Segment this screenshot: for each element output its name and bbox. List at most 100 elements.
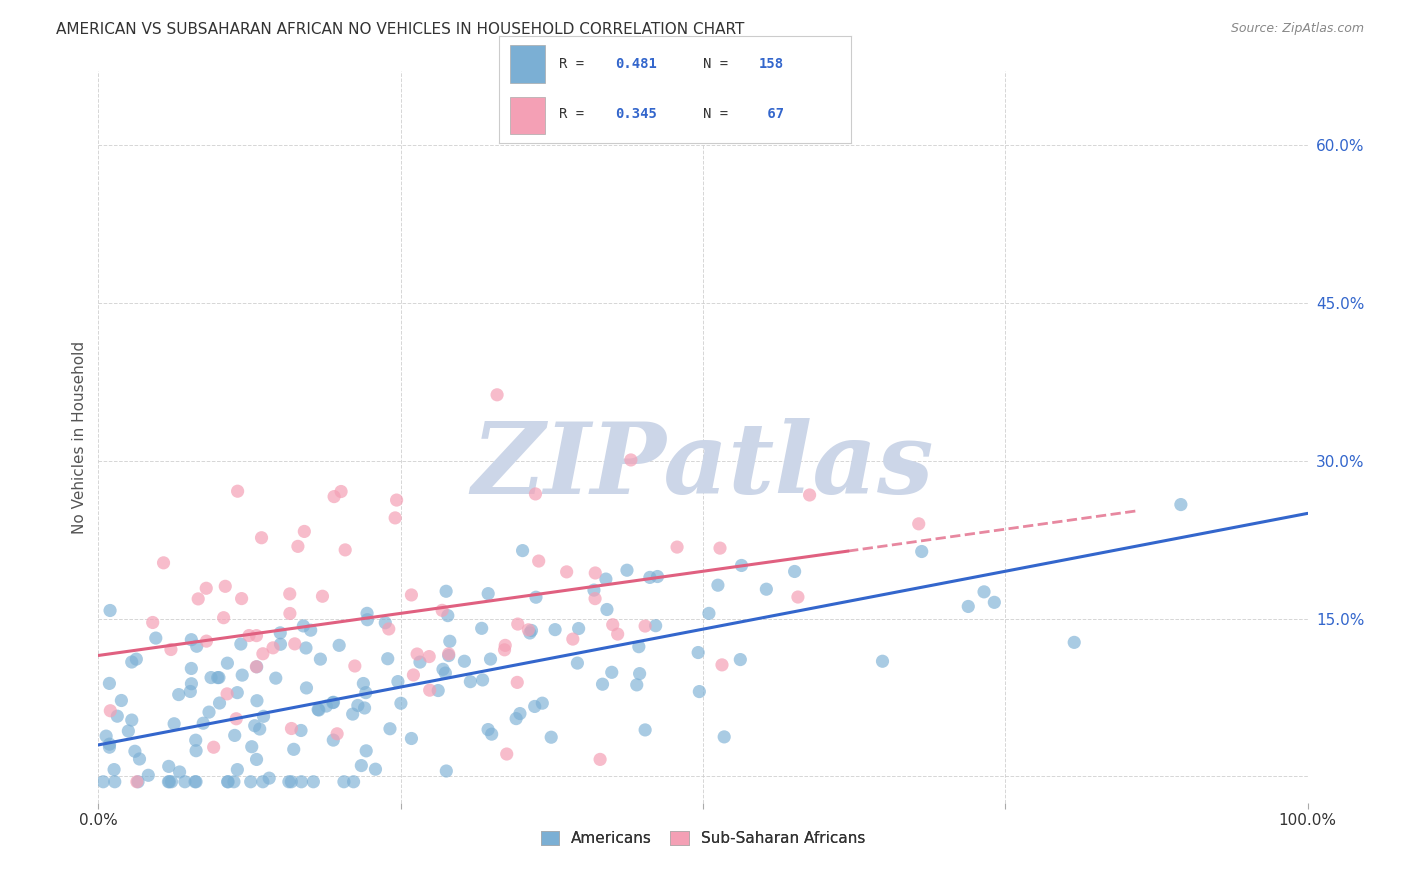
Point — [531, 696, 554, 710]
Point — [434, 584, 457, 599]
Point — [688, 684, 710, 698]
Point — [436, 608, 458, 623]
Point — [524, 591, 547, 605]
Point — [343, 659, 366, 673]
Point — [217, 774, 239, 789]
Point — [506, 675, 529, 690]
Point — [477, 723, 499, 737]
Point — [583, 591, 606, 606]
Point — [711, 657, 734, 672]
Point — [342, 707, 364, 722]
Point — [249, 722, 271, 736]
Point — [957, 599, 980, 614]
Point — [872, 654, 894, 668]
Point — [198, 705, 221, 719]
Point — [243, 719, 266, 733]
Point — [240, 739, 263, 754]
Point — [145, 631, 167, 645]
Point — [378, 722, 401, 736]
Point — [292, 524, 315, 539]
Text: AMERICAN VS SUBSAHARAN AFRICAN NO VEHICLES IN HOUSEHOLD CORRELATION CHART: AMERICAN VS SUBSAHARAN AFRICAN NO VEHICL… — [56, 22, 745, 37]
Point — [333, 774, 356, 789]
Point — [409, 655, 432, 669]
Point — [477, 586, 499, 600]
Point — [208, 696, 231, 710]
Point — [1170, 498, 1192, 512]
Point — [186, 640, 208, 654]
Point — [634, 619, 657, 633]
Point — [195, 581, 218, 595]
Point — [494, 642, 516, 657]
Point — [128, 752, 150, 766]
Point — [471, 621, 494, 635]
Point — [378, 622, 401, 636]
Point — [125, 774, 148, 789]
Point — [787, 590, 810, 604]
Point — [184, 733, 207, 747]
Point — [330, 484, 353, 499]
Point — [262, 640, 284, 655]
Point — [505, 712, 527, 726]
Point — [419, 683, 441, 698]
Point — [231, 591, 253, 606]
Point — [527, 554, 550, 568]
Point — [322, 733, 344, 747]
Point — [195, 634, 218, 648]
Point — [347, 698, 370, 713]
Point — [217, 774, 239, 789]
Point — [290, 774, 312, 789]
Point — [520, 624, 543, 638]
Point — [589, 752, 612, 766]
Point — [160, 774, 183, 789]
Point — [224, 728, 246, 742]
Point — [252, 774, 274, 789]
Point — [568, 622, 591, 636]
Point — [730, 558, 752, 573]
Point — [309, 652, 332, 666]
Point — [644, 618, 666, 632]
Point — [799, 488, 821, 502]
Point — [432, 662, 454, 676]
Point — [638, 570, 661, 584]
Point — [245, 752, 267, 766]
Point — [157, 774, 180, 789]
Point — [730, 652, 752, 666]
Point — [322, 695, 344, 709]
Point — [121, 713, 143, 727]
Point — [245, 629, 267, 643]
Point — [353, 701, 375, 715]
Point — [290, 723, 312, 738]
Point — [157, 774, 180, 789]
Point — [167, 688, 190, 702]
Point — [217, 687, 239, 701]
Point — [430, 603, 453, 617]
Point — [98, 737, 121, 751]
Point — [169, 764, 191, 779]
Point — [184, 774, 207, 789]
Point — [307, 702, 329, 716]
Point — [973, 585, 995, 599]
Point — [302, 774, 325, 789]
Point — [117, 724, 139, 739]
Point — [207, 671, 229, 685]
Point — [184, 774, 207, 789]
Point — [287, 540, 309, 554]
Point — [94, 729, 117, 743]
Text: Source: ZipAtlas.com: Source: ZipAtlas.com — [1230, 22, 1364, 36]
Point — [284, 637, 307, 651]
Point — [239, 774, 262, 789]
Point — [364, 762, 387, 776]
Point — [911, 544, 934, 558]
Point — [98, 603, 121, 617]
Point — [257, 771, 280, 785]
Point — [180, 661, 202, 675]
Point — [519, 626, 541, 640]
Point — [278, 607, 301, 621]
Point — [103, 763, 125, 777]
Point — [125, 652, 148, 666]
Point — [688, 646, 710, 660]
Point — [481, 727, 503, 741]
Point — [479, 652, 502, 666]
Point — [374, 615, 396, 630]
Point — [277, 774, 299, 789]
